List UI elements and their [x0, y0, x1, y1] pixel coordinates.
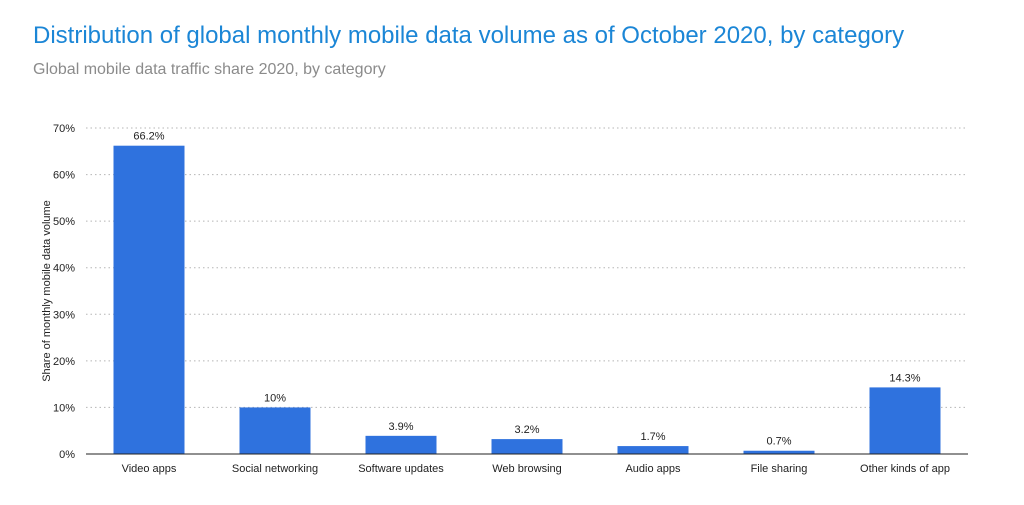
y-tick-label: 10% [53, 402, 75, 414]
x-axis-categories: Video apps Social networking Software upda… [122, 463, 950, 475]
bar [365, 435, 437, 454]
y-tick-label: 50% [53, 216, 75, 228]
chart-title: Distribution of global monthly mobile da… [33, 22, 905, 49]
bar [617, 446, 689, 454]
category-label: Social networking [232, 463, 318, 475]
data-label: 0.7% [766, 436, 791, 448]
bar [743, 450, 815, 454]
y-tick-label: 30% [53, 309, 75, 321]
bar [113, 145, 185, 454]
bar [491, 439, 563, 454]
data-label: 10% [264, 392, 286, 404]
category-label: Audio apps [625, 463, 681, 475]
data-label: 14.3% [889, 372, 920, 384]
y-axis-ticks: 0% 10% 20% 30% 40% 50% 60% 70% [53, 123, 75, 461]
y-tick-label: 70% [53, 123, 75, 135]
category-label: Web browsing [492, 463, 562, 475]
y-tick-label: 0% [59, 449, 75, 461]
gridlines [86, 127, 968, 408]
data-labels: 66.2% 10% 3.9% 3.2% 1.7% 0.7% 14.3% [133, 131, 920, 448]
category-label: Software updates [358, 463, 444, 475]
data-label: 3.9% [388, 421, 413, 433]
y-tick-label: 40% [53, 263, 75, 275]
y-axis-label: Share of monthly mobile data volume [41, 200, 53, 382]
y-tick-label: 60% [53, 170, 75, 182]
category-label: Other kinds of app [860, 463, 950, 475]
category-label: File sharing [751, 463, 808, 475]
data-label: 66.2% [133, 131, 164, 143]
chart-subtitle: Global mobile data traffic share 2020, b… [33, 61, 386, 78]
category-label: Video apps [122, 463, 177, 475]
bar [239, 407, 311, 454]
data-label: 3.2% [514, 424, 539, 436]
bars [113, 145, 941, 454]
bar [869, 387, 941, 454]
data-label: 1.7% [640, 431, 665, 443]
y-tick-label: 20% [53, 356, 75, 368]
